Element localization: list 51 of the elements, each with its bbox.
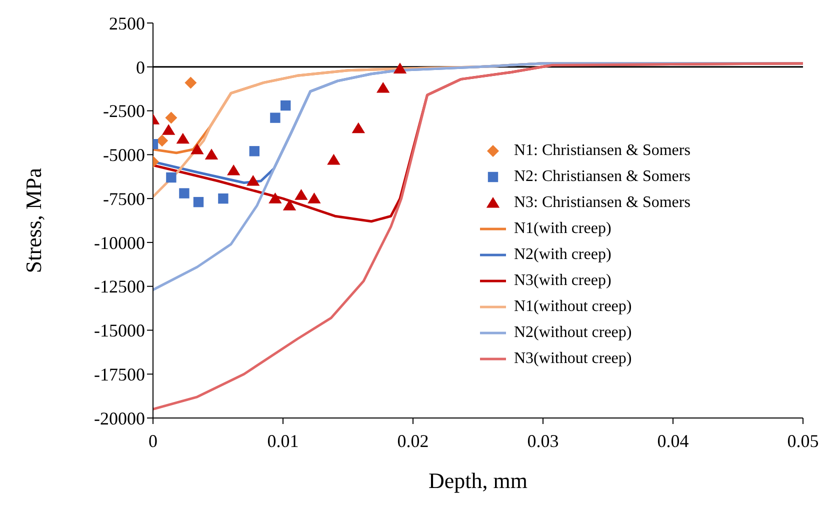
x-axis-title: Depth, mm — [428, 468, 528, 493]
point — [227, 164, 240, 176]
point — [193, 196, 204, 208]
y-tick-label: -15000 — [94, 320, 145, 341]
x-tick-label: 0.04 — [657, 430, 689, 451]
x-tick-label: 0.03 — [527, 430, 559, 451]
x-tick-label: 0 — [148, 430, 158, 451]
x-tick-label: 0.02 — [397, 430, 429, 451]
point — [184, 76, 197, 89]
y-tick-label: -7500 — [103, 188, 145, 209]
point — [249, 146, 260, 156]
point — [165, 112, 178, 124]
point — [376, 82, 390, 93]
legend-label: N2(without creep) — [514, 324, 632, 342]
point — [204, 148, 218, 160]
point — [270, 112, 280, 123]
legend-label: N1(with creep) — [514, 220, 612, 238]
point — [246, 175, 260, 186]
legend-label: N3(with creep) — [514, 272, 612, 290]
legend-label: N2(with creep) — [514, 246, 612, 264]
y-tick-label: -2500 — [103, 101, 145, 122]
x-tick-label: 0.01 — [267, 430, 299, 451]
legend-label: N1: Christiansen & Somers — [514, 142, 690, 160]
point — [294, 189, 308, 200]
point — [352, 122, 365, 134]
point — [166, 172, 176, 183]
legend-label: N3(without creep) — [514, 350, 632, 368]
point — [308, 192, 321, 204]
y-tick-label: 2500 — [109, 13, 145, 34]
point — [280, 100, 291, 111]
y-tick-label: -17500 — [94, 364, 145, 384]
y-tick-label: -20000 — [94, 408, 145, 428]
legend-label: N2: Christiansen & Somers — [514, 168, 690, 186]
point — [179, 188, 190, 198]
y-tick-label: -12500 — [94, 276, 145, 297]
y-tick-label: -5000 — [103, 145, 145, 166]
point — [162, 124, 176, 135]
legend-label: N3: Christiansen & Somers — [514, 194, 690, 212]
x-tick-label: 0.05 — [787, 430, 819, 451]
point — [176, 132, 190, 144]
point — [156, 134, 168, 147]
point — [218, 193, 228, 204]
y-axis-title: Stress, MPa — [20, 168, 46, 274]
point — [190, 143, 204, 154]
y-tick-label: 0 — [136, 57, 145, 78]
legend-label: N1(without creep) — [514, 298, 632, 316]
y-tick-label: -10000 — [94, 232, 145, 253]
point — [393, 62, 407, 74]
point — [268, 192, 282, 204]
point — [282, 200, 296, 210]
point — [327, 154, 340, 165]
